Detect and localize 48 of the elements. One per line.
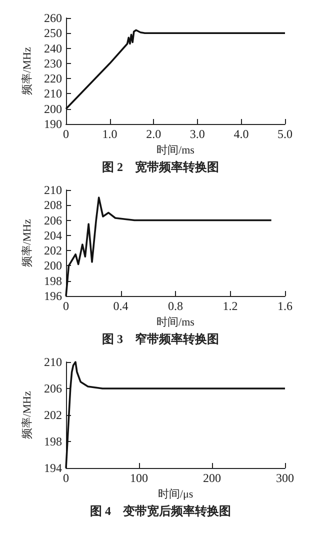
y-tick-label: 200 — [44, 258, 62, 273]
y-tick-label: 210 — [44, 355, 62, 369]
x-tick-label: 1.0 — [102, 127, 118, 141]
text: 图 4 变带宽后频率转换图 — [90, 504, 231, 518]
y-tick-label: 200 — [44, 102, 62, 116]
line-series — [65, 196, 272, 297]
x-axis-title: 时间/ms — [156, 143, 194, 156]
x-tick-label: 0.4 — [113, 299, 128, 313]
text: 图 3 窄带频率转换图 — [102, 332, 219, 346]
y-tick-label: 220 — [44, 72, 62, 86]
y-tick-label: 194 — [44, 461, 62, 475]
x-tick-label: 0 — [63, 299, 69, 313]
y-tick-label: 230 — [44, 56, 62, 70]
y-tick-label: 240 — [44, 41, 62, 56]
y-axis-title: 频率/MHz — [20, 47, 34, 95]
x-axis-title: 时间/μs — [158, 487, 194, 500]
x-tick-label: 3.0 — [190, 127, 205, 141]
y-tick-label: 210 — [44, 183, 62, 197]
x-tick-label: 200 — [203, 471, 221, 485]
y-tick-label: 202 — [44, 408, 62, 422]
x-tick-label: 1.2 — [222, 299, 238, 313]
y-tick-label: 206 — [44, 213, 62, 228]
y-tick-label: 250 — [44, 26, 62, 40]
x-tick-label: 100 — [130, 471, 148, 485]
y-tick-label: 190 — [44, 117, 62, 131]
x-tick-label: 2.0 — [146, 127, 162, 141]
x-tick-label: 0 — [63, 127, 69, 141]
x-tick-label: 5.0 — [278, 127, 292, 141]
x-tick-label: 0.8 — [168, 299, 183, 313]
y-tick-label: 206 — [44, 382, 62, 396]
x-tick-label: 1.6 — [278, 299, 292, 313]
line-series — [65, 361, 286, 469]
y-tick-label: 198 — [44, 274, 62, 288]
x-tick-label: 0 — [63, 471, 69, 485]
y-tick-label: 208 — [44, 198, 62, 212]
x-tick-label: 300 — [276, 471, 294, 485]
text: 图 2 宽带频率转换图 — [102, 160, 219, 174]
y-tick-label: 204 — [44, 228, 62, 242]
y-tick-label: 210 — [44, 86, 62, 101]
x-tick-label: 4.0 — [234, 127, 249, 141]
y-axis-title: 频率/MHz — [20, 219, 34, 267]
y-axis-title: 频率/MHz — [20, 391, 34, 439]
y-tick-label: 198 — [44, 434, 62, 448]
y-tick-label: 196 — [44, 289, 62, 303]
line-series — [65, 29, 286, 110]
x-axis-title: 时间/ms — [156, 315, 194, 328]
y-tick-label: 202 — [44, 244, 62, 258]
y-tick-label: 260 — [44, 11, 62, 25]
